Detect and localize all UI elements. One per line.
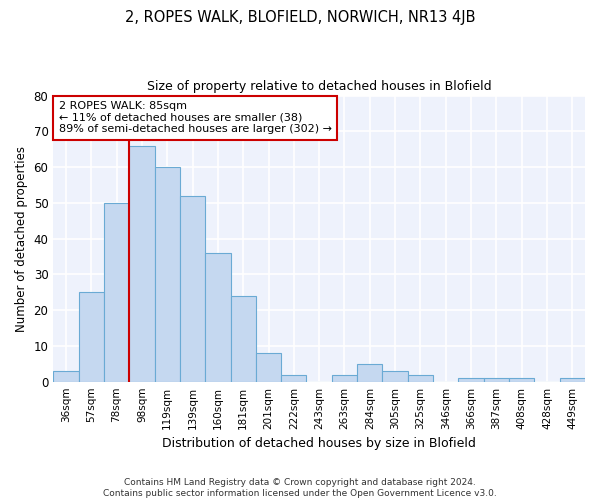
Bar [560, 378, 585, 382]
Bar [281, 374, 307, 382]
Bar [382, 371, 408, 382]
Title: Size of property relative to detached houses in Blofield: Size of property relative to detached ho… [147, 80, 491, 93]
Bar [104, 203, 129, 382]
Y-axis label: Number of detached properties: Number of detached properties [15, 146, 28, 332]
Bar [509, 378, 535, 382]
Bar [129, 146, 155, 382]
Bar [357, 364, 382, 382]
Bar [408, 374, 433, 382]
Bar [79, 292, 104, 382]
Bar [205, 253, 230, 382]
X-axis label: Distribution of detached houses by size in Blofield: Distribution of detached houses by size … [162, 437, 476, 450]
Text: 2, ROPES WALK, BLOFIELD, NORWICH, NR13 4JB: 2, ROPES WALK, BLOFIELD, NORWICH, NR13 4… [125, 10, 475, 25]
Bar [180, 196, 205, 382]
Bar [155, 167, 180, 382]
Text: Contains HM Land Registry data © Crown copyright and database right 2024.
Contai: Contains HM Land Registry data © Crown c… [103, 478, 497, 498]
Bar [458, 378, 484, 382]
Text: 2 ROPES WALK: 85sqm
← 11% of detached houses are smaller (38)
89% of semi-detach: 2 ROPES WALK: 85sqm ← 11% of detached ho… [59, 102, 332, 134]
Bar [230, 296, 256, 382]
Bar [332, 374, 357, 382]
Bar [53, 371, 79, 382]
Bar [256, 353, 281, 382]
Bar [484, 378, 509, 382]
